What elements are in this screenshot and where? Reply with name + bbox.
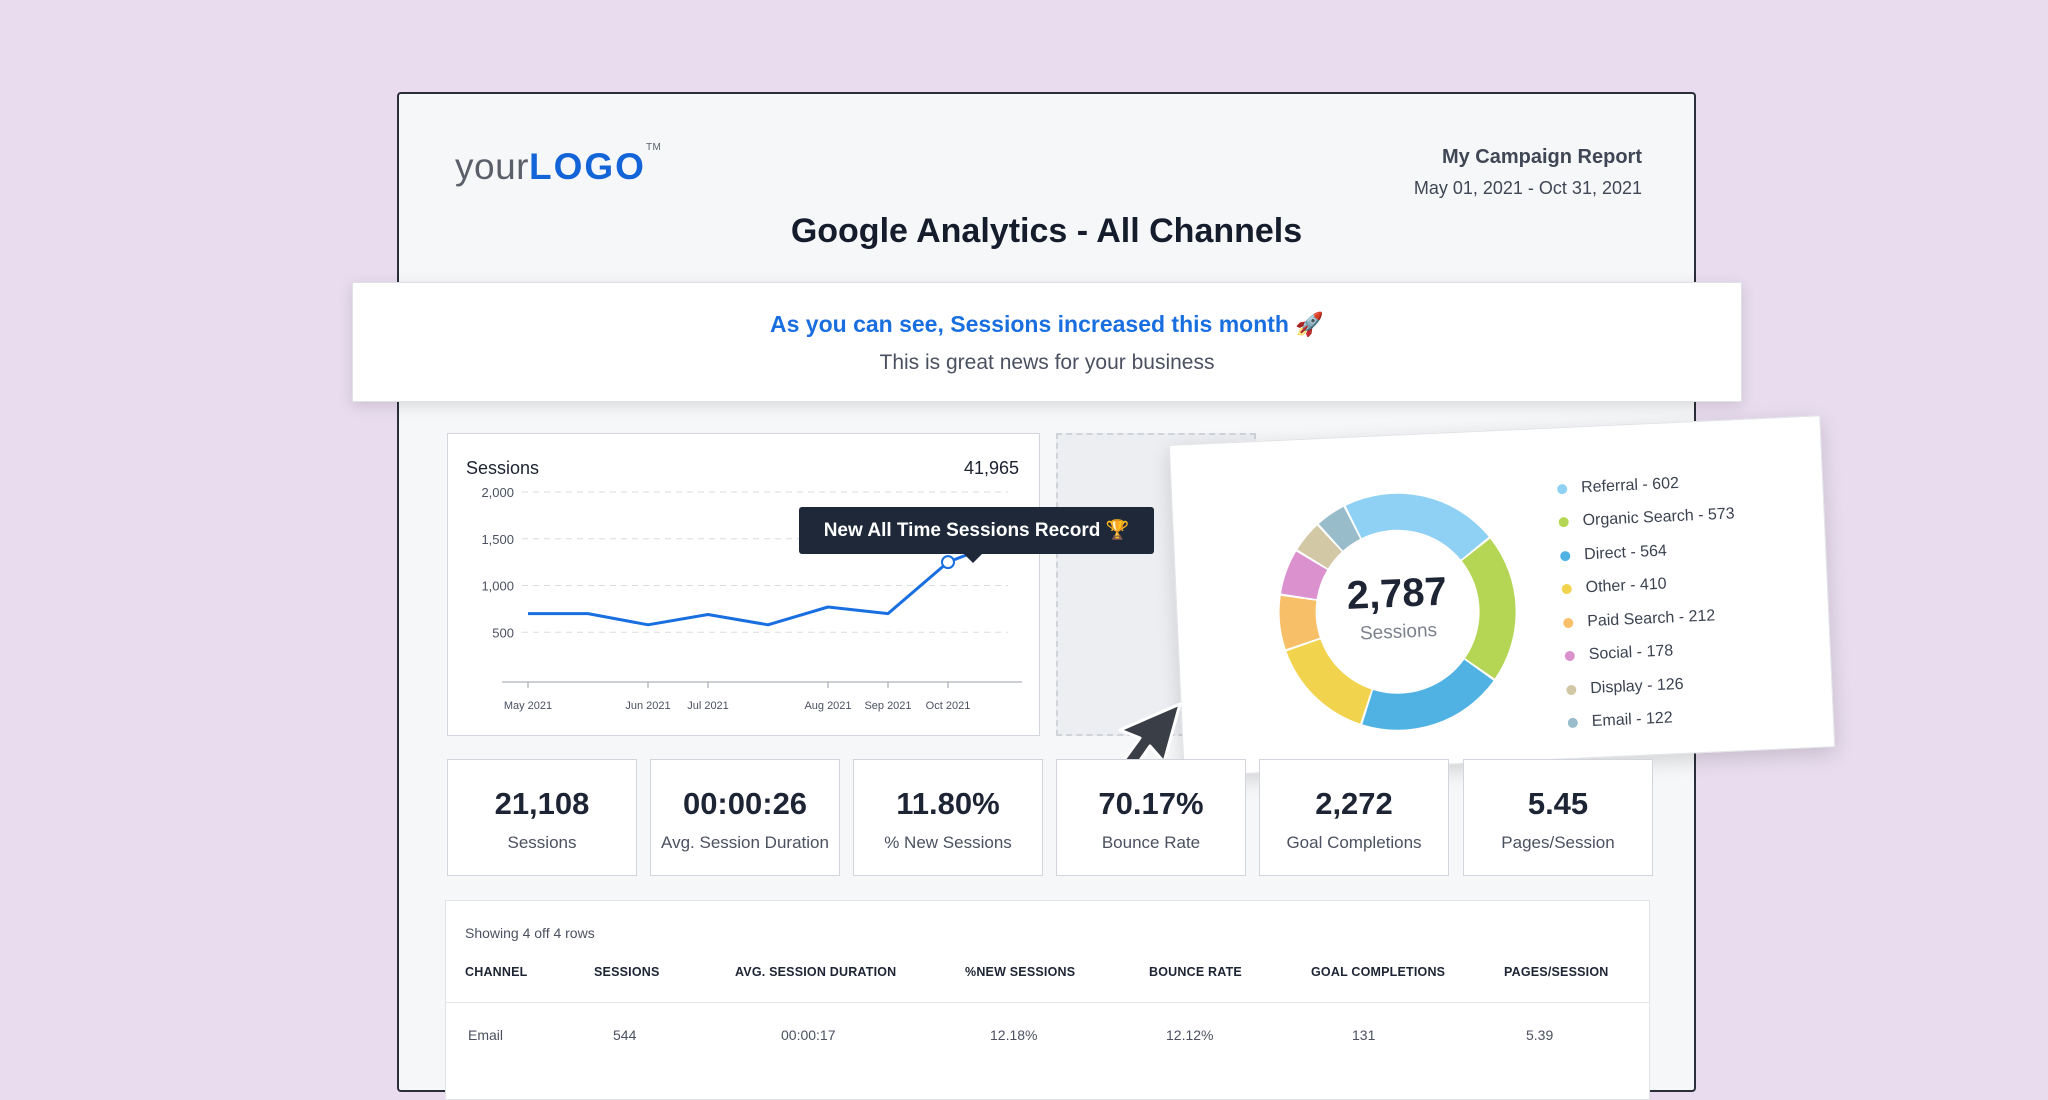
kpi-goal-completions: 2,272 Goal Completions [1259,759,1449,876]
legend-color-dot [1563,617,1574,628]
channel-donut-chart [1279,493,1516,730]
record-data-point [941,555,955,570]
banner-title: As you can see, Sessions increased this … [770,311,1324,337]
kpi-value: 5.45 [1527,786,1589,821]
cell-channel: Email [468,1027,504,1043]
legend-label: Organic Search - 573 [1582,505,1735,530]
legend-color-dot [1561,584,1572,595]
legend-label: Direct - 564 [1583,542,1668,563]
legend-color-dot [1556,483,1568,495]
y-tick-label: 2,000 [481,485,514,500]
banner-subtitle: This is great news for your business [879,351,1215,374]
donut-slice [1318,506,1361,551]
cell-goal-completions: 131 [1352,1027,1376,1043]
legend-color-dot [1560,550,1571,562]
donut-center-value: 2,787 [1345,569,1448,619]
column-header-avg-session-duration[interactable]: AVG. SESSION DURATION [735,965,897,979]
column-header-sessions[interactable]: SESSIONS [594,965,660,979]
column-header-goal-completions[interactable]: GOAL COMPLETIONS [1311,965,1446,979]
kpi-value: 70.17% [1098,786,1204,821]
company-logo: yourLOGOTM [455,142,662,187]
donut-slice [1297,525,1342,569]
y-tick-label: 1,500 [481,532,514,547]
kpi-label: Pages/Session [1501,833,1615,852]
kpi-label: Sessions [507,833,577,852]
kpi-label: Avg. Session Duration [661,833,829,852]
legend-label: Referral - 602 [1580,474,1680,497]
sessions-line-chart: 2,000 1,500 1,000 500 May 2021 Jun 2021 Jul 20… [481,485,1022,712]
donut-slice [1286,639,1372,724]
y-tick-label: 1,000 [481,579,514,594]
chart-title: Sessions [466,458,540,478]
campaign-dates: May 01, 2021 - Oct 31, 2021 [1413,178,1642,198]
legend-label: Paid Search - 212 [1586,607,1716,630]
cell-pages-session: 5.39 [1526,1027,1554,1043]
column-header-pages-session[interactable]: PAGES/SESSION [1504,965,1609,979]
donut-slice [1362,659,1494,730]
cell-sessions: 544 [613,1027,637,1043]
cell-avg-session-duration: 00:00:17 [781,1027,836,1043]
sessions-series-line [528,537,1009,627]
x-tick-label: Sep 2021 [864,700,911,712]
kpi-value: 00:00:26 [682,786,808,821]
page-title: Google Analytics - All Channels [790,212,1303,250]
legend-label: Email - 122 [1591,709,1674,731]
legend-label: Other - 410 [1585,575,1667,597]
donut-slice [1345,493,1489,560]
kpi-label: Bounce Rate [1101,833,1201,852]
legend-color-dot [1558,517,1569,528]
kpi-bounce-rate: 70.17% Bounce Rate [1056,759,1246,876]
donut-slice [1461,538,1516,679]
kpi-value: 11.80% [896,786,1000,821]
row-count: Showing 4 off 4 rows [465,925,595,941]
kpi-pages-per-session: 5.45 Pages/Session [1463,759,1653,876]
kpi-avg-session-duration: 00:00:26 Avg. Session Duration [650,759,840,876]
legend-item[interactable]: Email - 122 [1567,699,1744,740]
donut-slice [1279,595,1320,650]
x-tick-label: Jul 2021 [687,700,729,712]
legend-color-dot [1567,717,1579,729]
column-header-new-sessions[interactable]: %NEW SESSIONS [965,965,1076,979]
cell-bounce-rate: 12.12% [1166,1027,1214,1043]
column-header-channel[interactable]: CHANNEL [465,965,528,979]
legend-label: Display - 126 [1589,675,1684,697]
channels-table: Showing 4 off 4 rows CHANNEL SESSIONS AV… [445,900,1650,1100]
row-divider [446,1002,1649,1003]
legend-color-dot [1564,651,1576,662]
sessions-chart-card: 2,000 1,500 1,000 500 May 2021 Jun 2021 Jul 20… [447,433,1040,736]
x-tick-label: May 2021 [504,700,552,712]
x-tick-label: Aug 2021 [804,700,851,712]
kpi-value: 21,108 [494,786,590,821]
donut-legend: Referral - 602 Organic Search - 573 Direct… [1556,464,1744,740]
channel-donut-card[interactable]: 2,787 Sessions Referral - 602 Organic Sea… [1168,415,1836,777]
chart-total: 41,965 [963,458,1019,478]
insight-banner: As you can see, Sessions increased this … [352,282,1742,402]
x-tick-label: Jun 2021 [625,700,670,712]
record-tooltip: New All Time Sessions Record 🏆 [799,507,1154,563]
kpi-new-sessions: 11.80% % New Sessions [853,759,1043,876]
campaign-title: My Campaign Report [1441,146,1642,168]
y-tick-label: 500 [492,625,514,640]
donut-slice [1281,551,1328,600]
legend-label: Social - 178 [1588,642,1674,664]
kpi-label: % New Sessions [884,833,1012,852]
column-header-bounce-rate[interactable]: BOUNCE RATE [1149,965,1242,979]
x-tick-label: Oct 2021 [926,700,971,712]
kpi-value: 2,272 [1315,786,1393,821]
cell-new-sessions: 12.18% [990,1027,1038,1043]
kpi-label: Goal Completions [1286,833,1422,852]
kpi-sessions: 21,108 Sessions [447,759,637,876]
legend-color-dot [1566,684,1577,695]
